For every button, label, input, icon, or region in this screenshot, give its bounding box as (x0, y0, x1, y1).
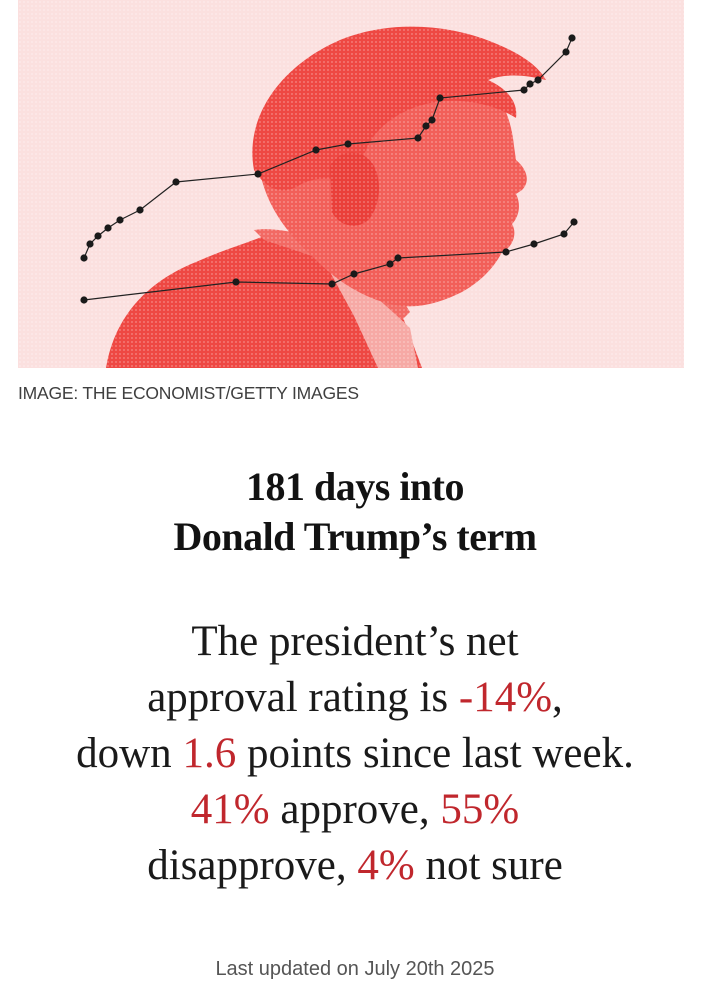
summary-line-2: approval rating is -14%, (0, 670, 710, 726)
headline-line-1: 181 days into (246, 464, 465, 509)
lower-trend-points (80, 218, 578, 304)
headline-line-2: Donald Trump’s term (173, 514, 537, 559)
summary-line-5: disapprove, 4% not sure (0, 838, 710, 894)
summary-text: approve, (269, 786, 441, 833)
hero-image (18, 0, 684, 368)
approval-summary: The president’s net approval rating is -… (0, 614, 710, 894)
summary-text: approval rating is (147, 674, 459, 721)
disapprove-value: 55% (440, 786, 520, 833)
lower-trend-line (83, 221, 575, 301)
weekly-change-value: 1.6 (182, 730, 237, 777)
summary-text: points since last week. (236, 730, 634, 777)
approve-value: 41% (190, 786, 270, 833)
headline: 181 days into Donald Trump’s term (0, 462, 710, 562)
summary-line-1: The president’s net (191, 618, 519, 665)
not-sure-value: 4% (357, 842, 415, 889)
net-approval-value: -14% (458, 674, 553, 721)
summary-line-4: 41% approve, 55% (0, 782, 710, 838)
summary-text: , (552, 674, 563, 721)
summary-text: not sure (414, 842, 563, 889)
last-updated: Last updated on July 20th 2025 (215, 958, 495, 980)
upper-trend-points (80, 34, 576, 262)
summary-text: down (76, 730, 183, 777)
portrait-illustration (18, 0, 684, 368)
image-caption: IMAGE: THE ECONOMIST/GETTY IMAGES (18, 383, 359, 403)
summary-text: disapprove, (147, 842, 358, 889)
summary-line-3: down 1.6 points since last week. (0, 726, 710, 782)
